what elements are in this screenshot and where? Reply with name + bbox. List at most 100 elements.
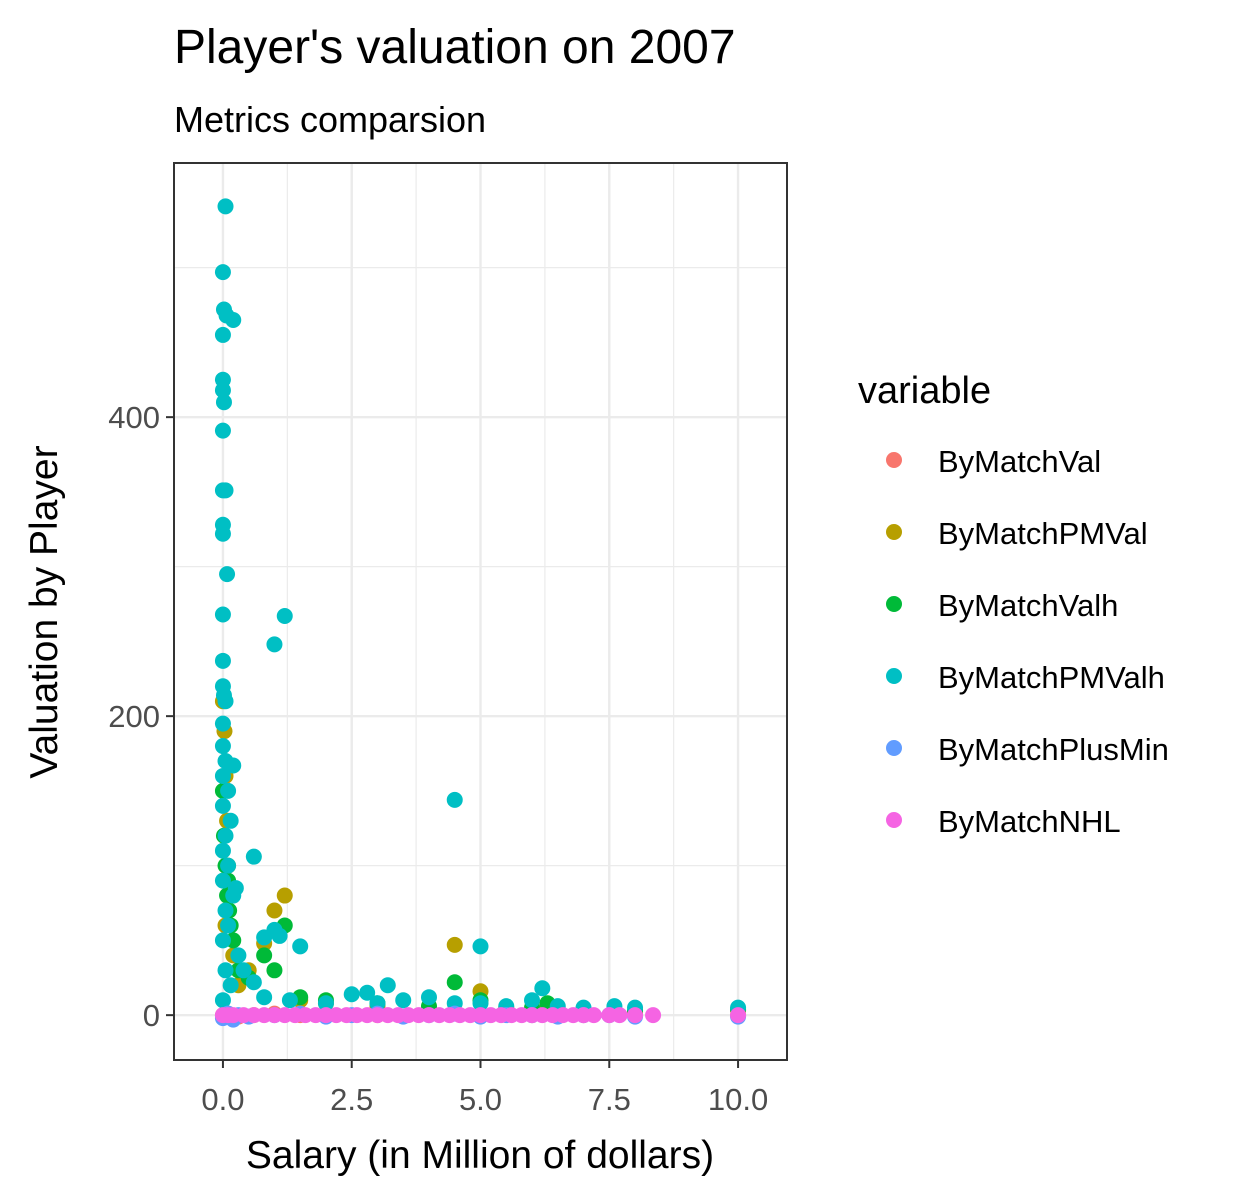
data-point xyxy=(271,927,288,944)
data-point xyxy=(446,791,463,808)
legend-key xyxy=(886,452,902,468)
data-point xyxy=(534,980,551,997)
data-point xyxy=(214,422,231,439)
data-point xyxy=(217,693,234,710)
data-point xyxy=(219,566,236,583)
data-point xyxy=(256,947,273,964)
data-point xyxy=(214,932,231,949)
legend-label: ByMatchPMVal xyxy=(938,516,1148,551)
legend: variable ByMatchVal ByMatchPMVal ByMatchVa… xyxy=(858,370,1169,839)
data-point xyxy=(266,902,283,919)
data-point xyxy=(217,198,234,215)
data-point xyxy=(276,607,293,624)
data-points xyxy=(214,198,747,1028)
data-point xyxy=(214,326,231,343)
data-point xyxy=(730,1007,747,1024)
data-point xyxy=(292,938,309,955)
data-point xyxy=(472,995,489,1012)
x-axis-title: Salary (in Million of dollars) xyxy=(246,1134,714,1177)
data-point xyxy=(379,977,396,994)
data-point xyxy=(420,989,437,1006)
data-point xyxy=(214,382,231,399)
legend-label: ByMatchNHL xyxy=(938,804,1121,839)
data-point xyxy=(225,757,242,774)
data-point xyxy=(214,767,231,784)
legend-key xyxy=(886,740,902,756)
legend-key xyxy=(886,524,902,540)
legend-item-ByMatchPMValh: ByMatchPMValh xyxy=(886,660,1165,695)
y-tick-label: 200 xyxy=(108,699,160,734)
data-point xyxy=(217,962,234,979)
data-point xyxy=(281,992,298,1009)
data-point xyxy=(222,812,239,829)
data-point xyxy=(645,1007,662,1024)
legend-item-ByMatchVal: ByMatchVal xyxy=(886,444,1101,479)
data-point xyxy=(266,636,283,653)
data-point xyxy=(585,1007,602,1024)
grid-lines xyxy=(174,163,787,1060)
legend-item-ByMatchPlusMin: ByMatchPlusMin xyxy=(886,732,1169,767)
y-axis-title: Valuation by Player xyxy=(23,445,66,778)
data-point xyxy=(627,1007,644,1024)
data-point xyxy=(220,917,237,934)
data-point xyxy=(215,394,232,411)
legend-title: variable xyxy=(858,370,991,412)
x-tick-label: 2.5 xyxy=(330,1082,373,1117)
legend-label: ByMatchVal xyxy=(938,444,1101,479)
data-point xyxy=(214,715,231,732)
legend-label: ByMatchPlusMin xyxy=(938,732,1169,767)
data-point xyxy=(214,992,231,1009)
data-point xyxy=(225,311,242,328)
data-point xyxy=(214,525,231,542)
legend-key xyxy=(886,596,902,612)
data-point xyxy=(235,962,252,979)
chart-title: Player's valuation on 2007 xyxy=(174,21,736,74)
y-tick-label: 400 xyxy=(108,400,160,435)
data-point xyxy=(214,606,231,623)
series-ByMatchNHL xyxy=(214,1007,747,1024)
data-point xyxy=(214,264,231,281)
data-point xyxy=(245,848,262,865)
data-point xyxy=(227,880,244,897)
data-point xyxy=(395,992,412,1009)
legend-item-ByMatchPMVal: ByMatchPMVal xyxy=(886,516,1148,551)
data-point xyxy=(266,962,283,979)
data-point xyxy=(222,977,239,994)
data-point xyxy=(472,938,489,955)
legend-label: ByMatchPMValh xyxy=(938,660,1165,695)
chart-subtitle: Metrics comparsion xyxy=(174,99,486,140)
data-point xyxy=(446,974,463,991)
legend-item-ByMatchNHL: ByMatchNHL xyxy=(886,804,1121,839)
data-point xyxy=(245,974,262,991)
data-point xyxy=(214,738,231,755)
data-point xyxy=(446,936,463,953)
data-point xyxy=(214,797,231,814)
data-point xyxy=(524,992,541,1009)
x-tick-label: 10.0 xyxy=(708,1082,768,1117)
axis-ticks: 0.0 2.5 5.0 7.5 10.0 0 200 400 xyxy=(108,400,768,1117)
x-tick-label: 5.0 xyxy=(459,1082,502,1117)
legend-key xyxy=(886,668,902,684)
data-point xyxy=(611,1007,628,1024)
data-point xyxy=(343,986,360,1003)
legend-item-ByMatchValh: ByMatchValh xyxy=(886,588,1118,623)
data-point xyxy=(220,782,237,799)
legend-label: ByMatchValh xyxy=(938,588,1118,623)
legend-key xyxy=(886,812,902,828)
x-tick-label: 7.5 xyxy=(588,1082,631,1117)
data-point xyxy=(256,989,273,1006)
data-point xyxy=(230,947,247,964)
data-point xyxy=(214,842,231,859)
data-point xyxy=(359,984,376,1001)
x-tick-label: 0.0 xyxy=(201,1082,244,1117)
data-point xyxy=(276,887,293,904)
y-tick-label: 0 xyxy=(143,998,160,1033)
data-point xyxy=(220,857,237,874)
data-point xyxy=(217,902,234,919)
data-point xyxy=(317,995,334,1012)
data-point xyxy=(214,652,231,669)
data-point xyxy=(214,872,231,889)
data-point xyxy=(217,827,234,844)
data-point xyxy=(217,482,234,499)
